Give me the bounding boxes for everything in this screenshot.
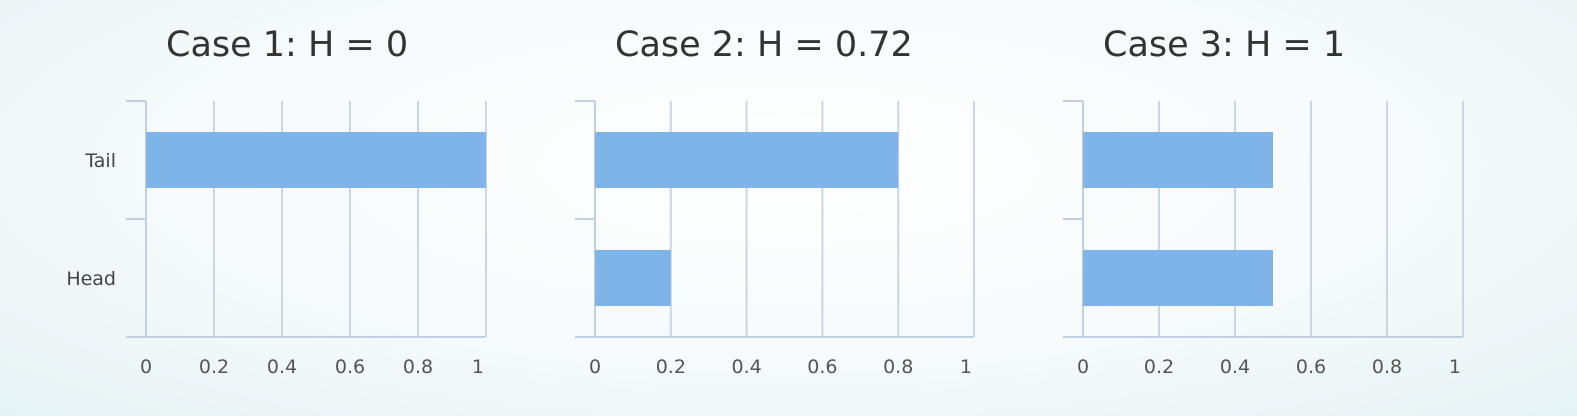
bar-head [595,250,671,306]
chart-title: Case 2: H = 0.72 [615,25,913,65]
x-tick-label: 0 [589,356,601,378]
x-tick-label: 0.4 [267,356,297,378]
x-tick-label: 0.4 [1220,356,1250,378]
x-tick-label: 0.2 [656,356,686,378]
bar-head [1083,250,1273,306]
x-tick-label: 1 [960,356,972,378]
bar-tail [146,132,486,188]
chart-title: Case 3: H = 1 [1103,25,1345,65]
bar-tail [1083,132,1273,188]
x-tick-label: 1 [472,356,484,378]
chart-panel-2: Case 2: H = 0.72 0 0.2 0.4 0.6 0.8 1 [575,25,975,378]
category-label: Head [66,268,116,290]
chart-panel-1: Case 1: H = 0 Tail Head 0 0.2 0.4 0.6 0.8 1 [66,25,487,378]
x-tick-label: 1 [1449,356,1461,378]
x-tick-label: 0 [140,356,152,378]
x-tick-label: 0.6 [807,356,837,378]
bar-tail [595,132,899,188]
category-label: Tail [84,150,116,172]
x-tick-label: 0.8 [1372,356,1402,378]
x-tick-label: 0.6 [335,356,365,378]
x-tick-label: 0.2 [199,356,229,378]
chart-panel-3: Case 3: H = 1 0 0.2 0.4 0.6 0.8 1 [1063,25,1464,378]
x-tick-label: 0 [1077,356,1089,378]
x-tick-label: 0.2 [1144,356,1174,378]
x-tick-label: 0.4 [731,356,761,378]
x-tick-label: 0.6 [1296,356,1326,378]
x-tick-label: 0.8 [403,356,433,378]
chart-title: Case 1: H = 0 [166,25,408,65]
x-tick-label: 0.8 [883,356,913,378]
